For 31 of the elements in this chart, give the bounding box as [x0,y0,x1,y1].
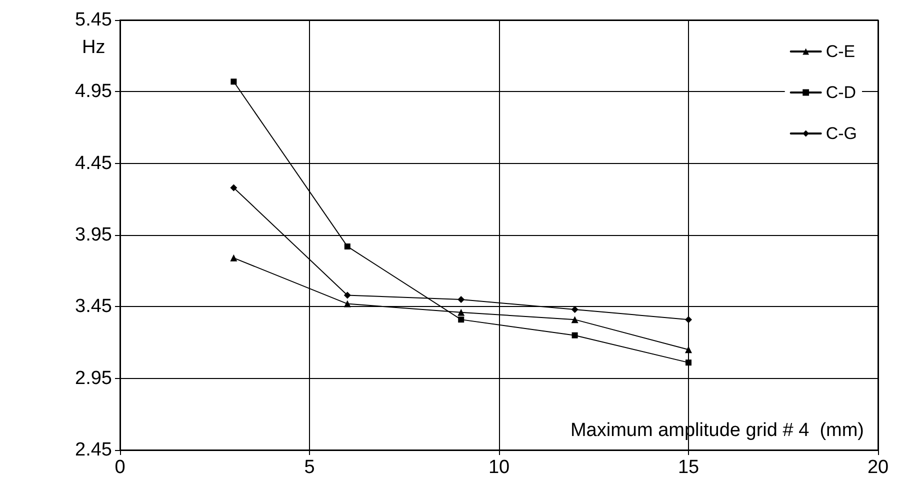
y-tick-label: 2.95 [75,368,112,389]
legend-label: C-G [826,124,858,143]
x-tick-label: 5 [304,457,315,478]
point [230,78,237,85]
point [571,316,578,324]
x-tick-label: 15 [678,457,700,478]
point [344,292,351,299]
y-tick-label: 3.95 [75,224,112,246]
y-tick-label: 2.45 [75,440,112,460]
point [571,306,578,314]
point [458,308,465,316]
legend-label: C-E [826,42,856,61]
point [458,296,465,303]
y-tick-label: 4.95 [75,81,112,102]
point [458,316,464,323]
point [686,360,692,366]
y-tick-label: 3.45 [75,296,112,318]
point [230,184,238,192]
point [572,332,578,338]
point [230,254,238,262]
y-axis-title: Hz [82,37,106,58]
point [344,243,350,250]
y-tick-label: 4.45 [75,152,112,174]
point [685,346,692,354]
x-tick-label: 0 [114,457,126,478]
legend-label: C-D [826,83,856,102]
y-tick-label: 5.45 [75,10,112,30]
x-tick-label: 20 [867,457,889,478]
x-tick-label: 10 [488,457,510,478]
point [344,300,351,308]
point [685,316,692,324]
